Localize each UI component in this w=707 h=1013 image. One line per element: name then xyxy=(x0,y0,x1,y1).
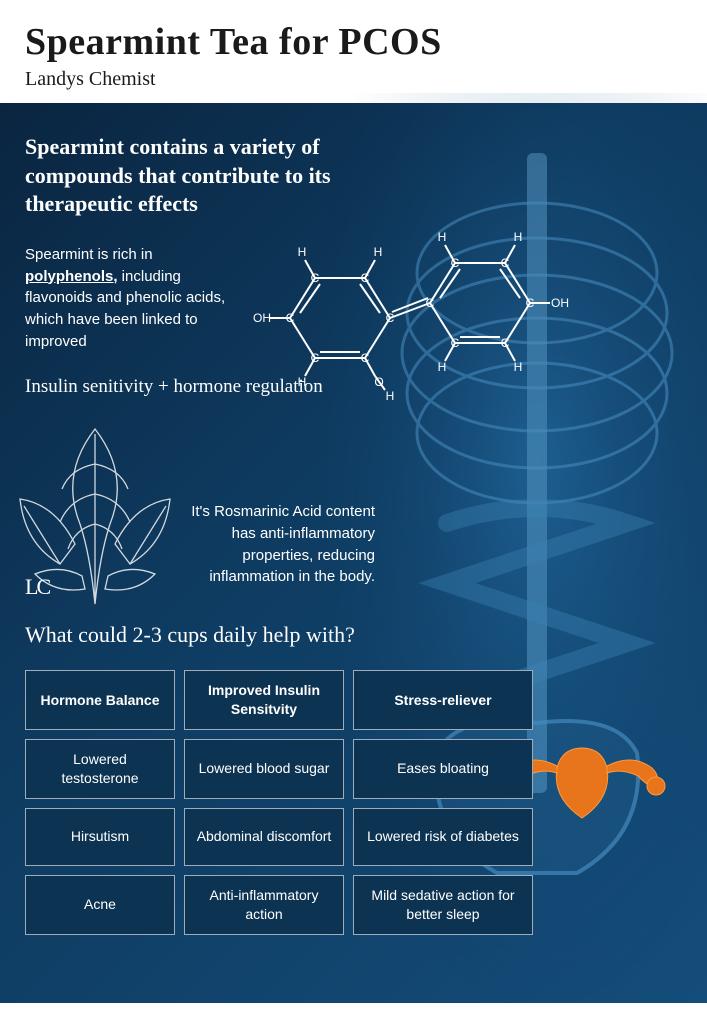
svg-text:H: H xyxy=(438,360,447,374)
page-subtitle: Landys Chemist xyxy=(25,68,682,91)
table-cell: Eases bloating xyxy=(353,739,533,799)
table-header: Improved Insulin Sensitvity xyxy=(184,670,344,730)
rosmarinic-paragraph: It's Rosmarinic Acid content has anti-in… xyxy=(175,501,375,588)
svg-text:H: H xyxy=(374,245,383,259)
main-panel: Spearmint contains a variety of compound… xyxy=(0,103,707,1003)
svg-text:C: C xyxy=(361,271,370,285)
table-cell: Acne xyxy=(25,875,175,935)
table-cell: Hirsutism xyxy=(25,808,175,866)
svg-text:C: C xyxy=(426,296,435,310)
svg-text:H: H xyxy=(386,389,395,403)
svg-text:C: C xyxy=(501,256,510,270)
benefits-question: What could 2-3 cups daily help with? xyxy=(25,622,682,648)
page-title: Spearmint Tea for PCOS xyxy=(25,20,682,64)
svg-text:H: H xyxy=(298,245,307,259)
svg-text:OH: OH xyxy=(253,311,271,325)
svg-text:C: C xyxy=(451,256,460,270)
table-cell: Lowered risk of diabetes xyxy=(353,808,533,866)
leaf-block: LC It's Rosmarinic Acid content has anti… xyxy=(25,419,682,614)
svg-text:C: C xyxy=(286,311,295,325)
svg-text:C: C xyxy=(311,351,320,365)
svg-text:OH: OH xyxy=(551,296,569,310)
brand-logo: LC xyxy=(25,574,49,600)
polyphenol-paragraph: Spearmint is rich in polyphenols, includ… xyxy=(25,244,235,353)
table-cell: Lowered blood sugar xyxy=(184,739,344,799)
svg-text:H: H xyxy=(438,230,447,244)
insulin-line: Insulin senitivity + hormone regulation xyxy=(25,375,335,400)
table-cell: Anti-inflammatory action xyxy=(184,875,344,935)
svg-text:C: C xyxy=(501,336,510,350)
svg-text:C: C xyxy=(451,336,460,350)
table-cell: Lowered testosterone xyxy=(25,739,175,799)
header: Spearmint Tea for PCOS Landys Chemist xyxy=(0,0,707,103)
svg-text:C: C xyxy=(526,296,535,310)
svg-text:H: H xyxy=(514,230,523,244)
svg-text:C: C xyxy=(311,271,320,285)
table-header: Hormone Balance xyxy=(25,670,175,730)
body-prefix: Spearmint is rich in xyxy=(25,246,153,263)
table-cell: Mild sedative action for better sleep xyxy=(353,875,533,935)
svg-text:H: H xyxy=(514,360,523,374)
table-cell: Abdominal discomfort xyxy=(184,808,344,866)
body-keyword: polyphenols, xyxy=(25,268,118,285)
benefits-table: Hormone Balance Improved Insulin Sensitv… xyxy=(25,670,682,934)
intro-heading: Spearmint contains a variety of compound… xyxy=(25,133,405,219)
svg-text:O: O xyxy=(374,375,383,389)
svg-text:C: C xyxy=(386,311,395,325)
table-header: Stress-reliever xyxy=(353,670,533,730)
svg-text:C: C xyxy=(361,351,370,365)
